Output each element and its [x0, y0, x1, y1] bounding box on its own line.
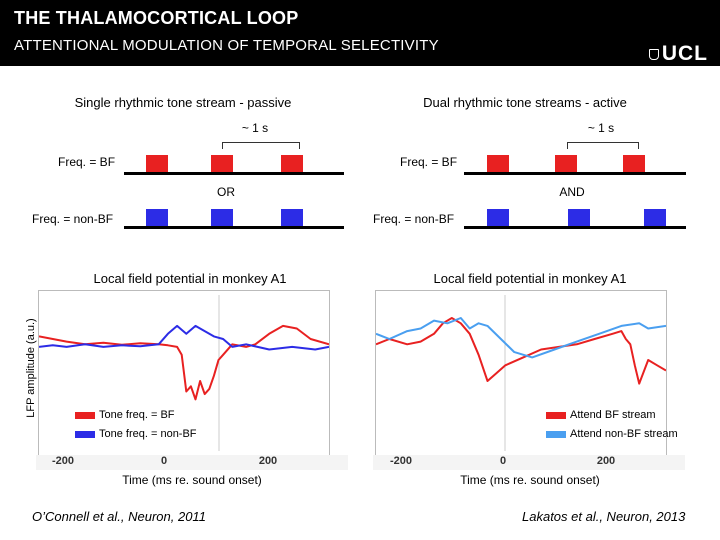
right-x-axis: -200 0 200 — [373, 455, 685, 470]
left-row1-label: Freq. = BF — [58, 155, 116, 169]
left-interval-label: ~ 1 s — [241, 121, 269, 135]
right-x-axis-title: Time (ms re. sound onset) — [460, 473, 600, 487]
left-bf-pulse — [211, 155, 233, 172]
right-nonbf-pulse — [644, 209, 666, 226]
left-connector: OR — [217, 185, 235, 199]
left-plot-title: Local field potential in monkey A1 — [93, 271, 287, 286]
left-bf-timeline — [124, 172, 344, 175]
legend-swatch-blue — [75, 430, 95, 438]
right-bf-pulse — [555, 155, 577, 172]
left-bf-pulse — [146, 155, 168, 172]
right-lfp-plot: Attend BF stream Attend non-BF stream — [375, 290, 678, 456]
left-heading: Single rhythmic tone stream - passive — [74, 95, 292, 110]
right-heading: Dual rhythmic tone streams - active — [423, 95, 627, 110]
crest-icon — [648, 48, 659, 60]
left-nonbf-pulse — [211, 209, 233, 226]
left-nonbf-pulse — [146, 209, 168, 226]
left-x-axis-title: Time (ms re. sound onset) — [122, 473, 262, 487]
y-axis-label: LFP amplitude (a.u.) — [25, 318, 37, 418]
right-plot-title: Local field potential in monkey A1 — [433, 271, 627, 286]
logo-text: UCL — [661, 42, 708, 65]
left-interval-brace — [222, 142, 300, 149]
right-interval-brace — [567, 142, 639, 149]
legend-swatch-red — [75, 411, 95, 419]
right-lfp-chart — [376, 295, 666, 451]
lfp-trace-tone-freq-bf — [39, 324, 329, 401]
lfp-trace-attend-bf-stream — [376, 317, 666, 385]
left-lfp-chart — [39, 295, 329, 451]
right-nonbf-pulse — [487, 209, 509, 226]
left-row2-label: Freq. = non-BF — [32, 212, 114, 226]
legend-label: Tone freq. = non-BF — [99, 428, 197, 440]
legend-swatch-light-blue — [546, 430, 566, 438]
x-tick-label: -200 — [389, 455, 413, 467]
left-citation: O’Connell et al., Neuron, 2011 — [32, 509, 206, 524]
left-nonbf-pulse — [281, 209, 303, 226]
right-bf-timeline — [464, 172, 686, 175]
left-bf-pulse — [281, 155, 303, 172]
legend-label: Tone freq. = BF — [99, 409, 175, 421]
slide-subtitle: ATTENTIONAL MODULATION OF TEMPORAL SELEC… — [14, 37, 439, 54]
legend-item-bf: Tone freq. = BF — [75, 409, 175, 421]
ucl-logo: UCL — [648, 42, 708, 65]
right-bf-pulse — [623, 155, 645, 172]
right-citation: Lakatos et al., Neuron, 2013 — [522, 509, 686, 524]
legend-item-attend-nonbf: Attend non-BF stream — [546, 428, 678, 440]
legend-item-nonbf: Tone freq. = non-BF — [75, 428, 197, 440]
x-tick-label: 0 — [499, 455, 507, 467]
lfp-trace-attend-non-bf-stream — [376, 317, 666, 359]
legend-swatch-red — [546, 411, 566, 419]
right-connector: AND — [559, 185, 585, 199]
legend-item-attend-bf: Attend BF stream — [546, 409, 656, 421]
x-tick-label: 200 — [596, 455, 616, 467]
legend-label: Attend non-BF stream — [570, 428, 678, 440]
right-row2-label: Freq. = non-BF — [373, 212, 455, 226]
x-tick-label: 200 — [258, 455, 278, 467]
legend-label: Attend BF stream — [570, 409, 656, 421]
right-row1-label: Freq. = BF — [400, 155, 458, 169]
title-bar: THE THALAMOCORTICAL LOOP ATTENTIONAL MOD… — [0, 0, 720, 66]
right-interval-label: ~ 1 s — [587, 121, 615, 135]
left-x-axis: -200 0 200 — [36, 455, 348, 470]
right-nonbf-pulse — [568, 209, 590, 226]
right-nonbf-timeline — [464, 226, 686, 229]
slide-title: THE THALAMOCORTICAL LOOP — [14, 8, 299, 28]
x-tick-label: 0 — [160, 455, 168, 467]
x-tick-label: -200 — [51, 455, 75, 467]
right-bf-pulse — [487, 155, 509, 172]
left-nonbf-timeline — [124, 226, 344, 229]
left-lfp-plot: Tone freq. = BF Tone freq. = non-BF — [38, 290, 330, 456]
lfp-trace-tone-freq-non-bf — [39, 324, 329, 351]
